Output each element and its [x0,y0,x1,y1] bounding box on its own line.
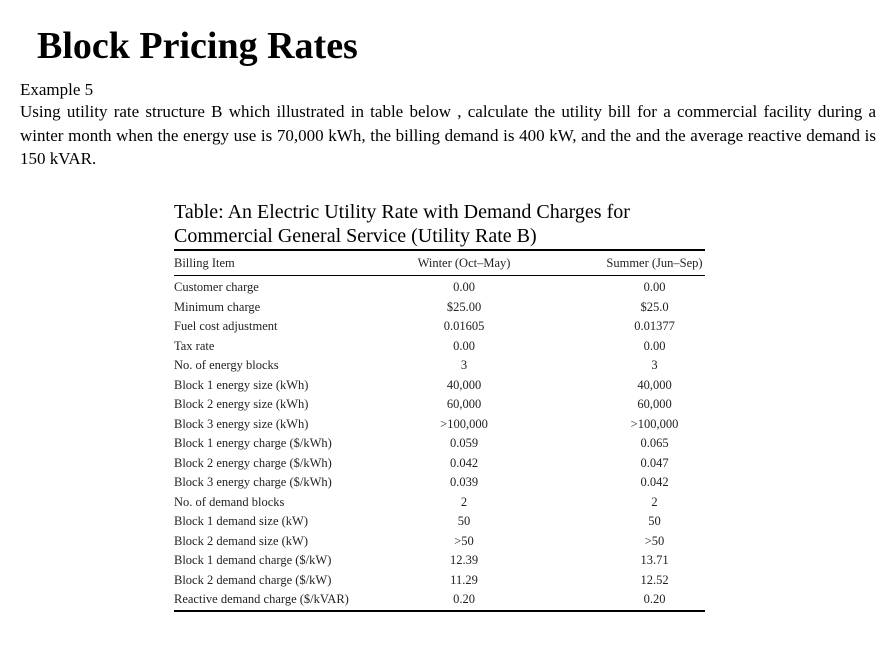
table-row: Fuel cost adjustment 0.01605 0.01377 [174,317,705,337]
table-row: Block 1 demand size (kW) 50 50 [174,512,705,532]
winter-value-cell: 3 [460,358,468,373]
winter-value-cell: 11.29 [450,572,478,587]
header-summer: Summer (Jun–Sep) [564,250,705,276]
billing-item-cell: Block 1 energy charge ($/kWh) [174,436,332,451]
billing-item-cell: Block 3 energy charge ($/kWh) [174,475,332,490]
table-row: Block 2 energy charge ($/kWh) 0.042 0.047 [174,454,705,474]
winter-value-cell: 50 [457,514,471,529]
billing-item-cell: Block 1 energy size (kWh) [174,377,309,392]
table-row: Minimum charge $25.00 $25.0 [174,298,705,318]
billing-item-cell: Block 2 demand charge ($/kW) [174,572,332,587]
winter-value-cell: $25.00 [446,299,482,314]
summer-value-cell: >50 [644,533,665,548]
winter-value-cell: 2 [460,494,468,509]
billing-item-cell: Tax rate [174,338,215,353]
winter-value-cell: 0.20 [453,592,475,607]
table-row: Customer charge 0.00 0.00 [174,276,705,298]
summer-value-cell: 12.52 [640,572,669,587]
table-row: Reactive demand charge ($/kVAR) 0.20 0.20 [174,590,705,611]
billing-item-cell: Block 3 energy size (kWh) [174,416,309,431]
table-row: Block 2 demand size (kW) >50 >50 [174,532,705,552]
billing-item-cell: Block 2 demand size (kW) [174,533,308,548]
table-row: Block 2 demand charge ($/kW) 11.29 12.52 [174,571,705,591]
summer-value-cell: 2 [651,494,658,509]
winter-value-cell: >50 [454,533,474,548]
summer-value-cell: 0.042 [640,475,669,490]
summer-value-cell: 0.01377 [634,319,675,334]
summer-value-cell: $25.0 [640,299,669,314]
winter-value-cell: 0.059 [449,436,479,451]
billing-item-cell: No. of energy blocks [174,358,279,373]
billing-item-cell: Block 2 energy size (kWh) [174,397,309,412]
example-label: Example 5 [20,80,94,99]
table-row: Block 3 energy size (kWh) >100,000 >100,00… [174,415,705,435]
header-billing-item: Billing Item [174,250,364,276]
billing-item-cell: Block 1 demand size (kW) [174,514,308,529]
winter-value-cell: 0.01605 [443,319,485,334]
summer-value-cell: >100,000 [630,416,679,431]
slide-title: Block Pricing Rates [37,25,358,67]
billing-item-cell: Minimum charge [174,299,261,314]
winter-value-cell: 0.042 [449,455,479,470]
winter-value-cell: 0.00 [453,338,475,353]
summer-value-cell: 0.00 [643,280,666,295]
summer-value-cell: 50 [648,514,661,529]
summer-value-cell: 13.71 [640,553,669,568]
billing-item-cell: Block 1 demand charge ($/kW) [174,553,332,568]
summer-value-cell: 0.047 [640,455,669,470]
table-caption-line-2: Commercial General Service (Utility Rate… [174,225,537,247]
summer-value-cell: 3 [651,358,658,373]
table-row: Block 1 energy size (kWh) 40,000 40,000 [174,376,705,396]
winter-value-cell: 0.039 [449,475,479,490]
summer-value-cell: 0.00 [643,338,666,353]
summer-value-cell: 60,000 [637,397,672,412]
winter-value-cell: 0.00 [453,280,475,295]
summer-value-cell: 0.20 [643,592,666,607]
winter-value-cell: 60,000 [446,397,482,412]
table-row: No. of energy blocks 3 3 [174,356,705,376]
problem-statement: Using utility rate structure B which ill… [20,102,876,168]
table-row: No. of demand blocks 2 2 [174,493,705,513]
summer-value-cell: 40,000 [637,377,672,392]
billing-item-cell: No. of demand blocks [174,494,285,509]
header-winter: Winter (Oct–May) [364,250,564,276]
summer-value-cell: 0.065 [640,436,669,451]
table-row: Tax rate 0.00 0.00 [174,337,705,357]
table-caption-line-1: Table: An Electric Utility Rate with Dem… [174,201,630,223]
table-body: Customer charge 0.00 0.00 Minimum charge $25… [174,276,705,611]
table-header-row: Billing Item Winter (Oct–May) Summer (Ju… [174,250,705,276]
winter-value-cell: 40,000 [446,377,482,392]
billing-item-cell: Customer charge [174,280,259,295]
winter-value-cell: >100,000 [440,416,488,431]
billing-item-cell: Block 2 energy charge ($/kWh) [174,455,332,470]
rate-table: Billing Item Winter (Oct–May) Summer (Ju… [174,249,705,612]
table-row: Block 1 energy charge ($/kWh) 0.059 0.065 [174,434,705,454]
billing-item-cell: Reactive demand charge ($/kVAR) [174,592,349,607]
rate-table-container: Table: An Electric Utility Rate with Dem… [174,200,705,612]
winter-value-cell: 12.39 [449,553,479,568]
table-row: Block 1 demand charge ($/kW) 12.39 13.71 [174,551,705,571]
table-row: Block 3 energy charge ($/kWh) 0.039 0.042 [174,473,705,493]
table-row: Block 2 energy size (kWh) 60,000 60,000 [174,395,705,415]
billing-item-cell: Fuel cost adjustment [174,319,278,334]
